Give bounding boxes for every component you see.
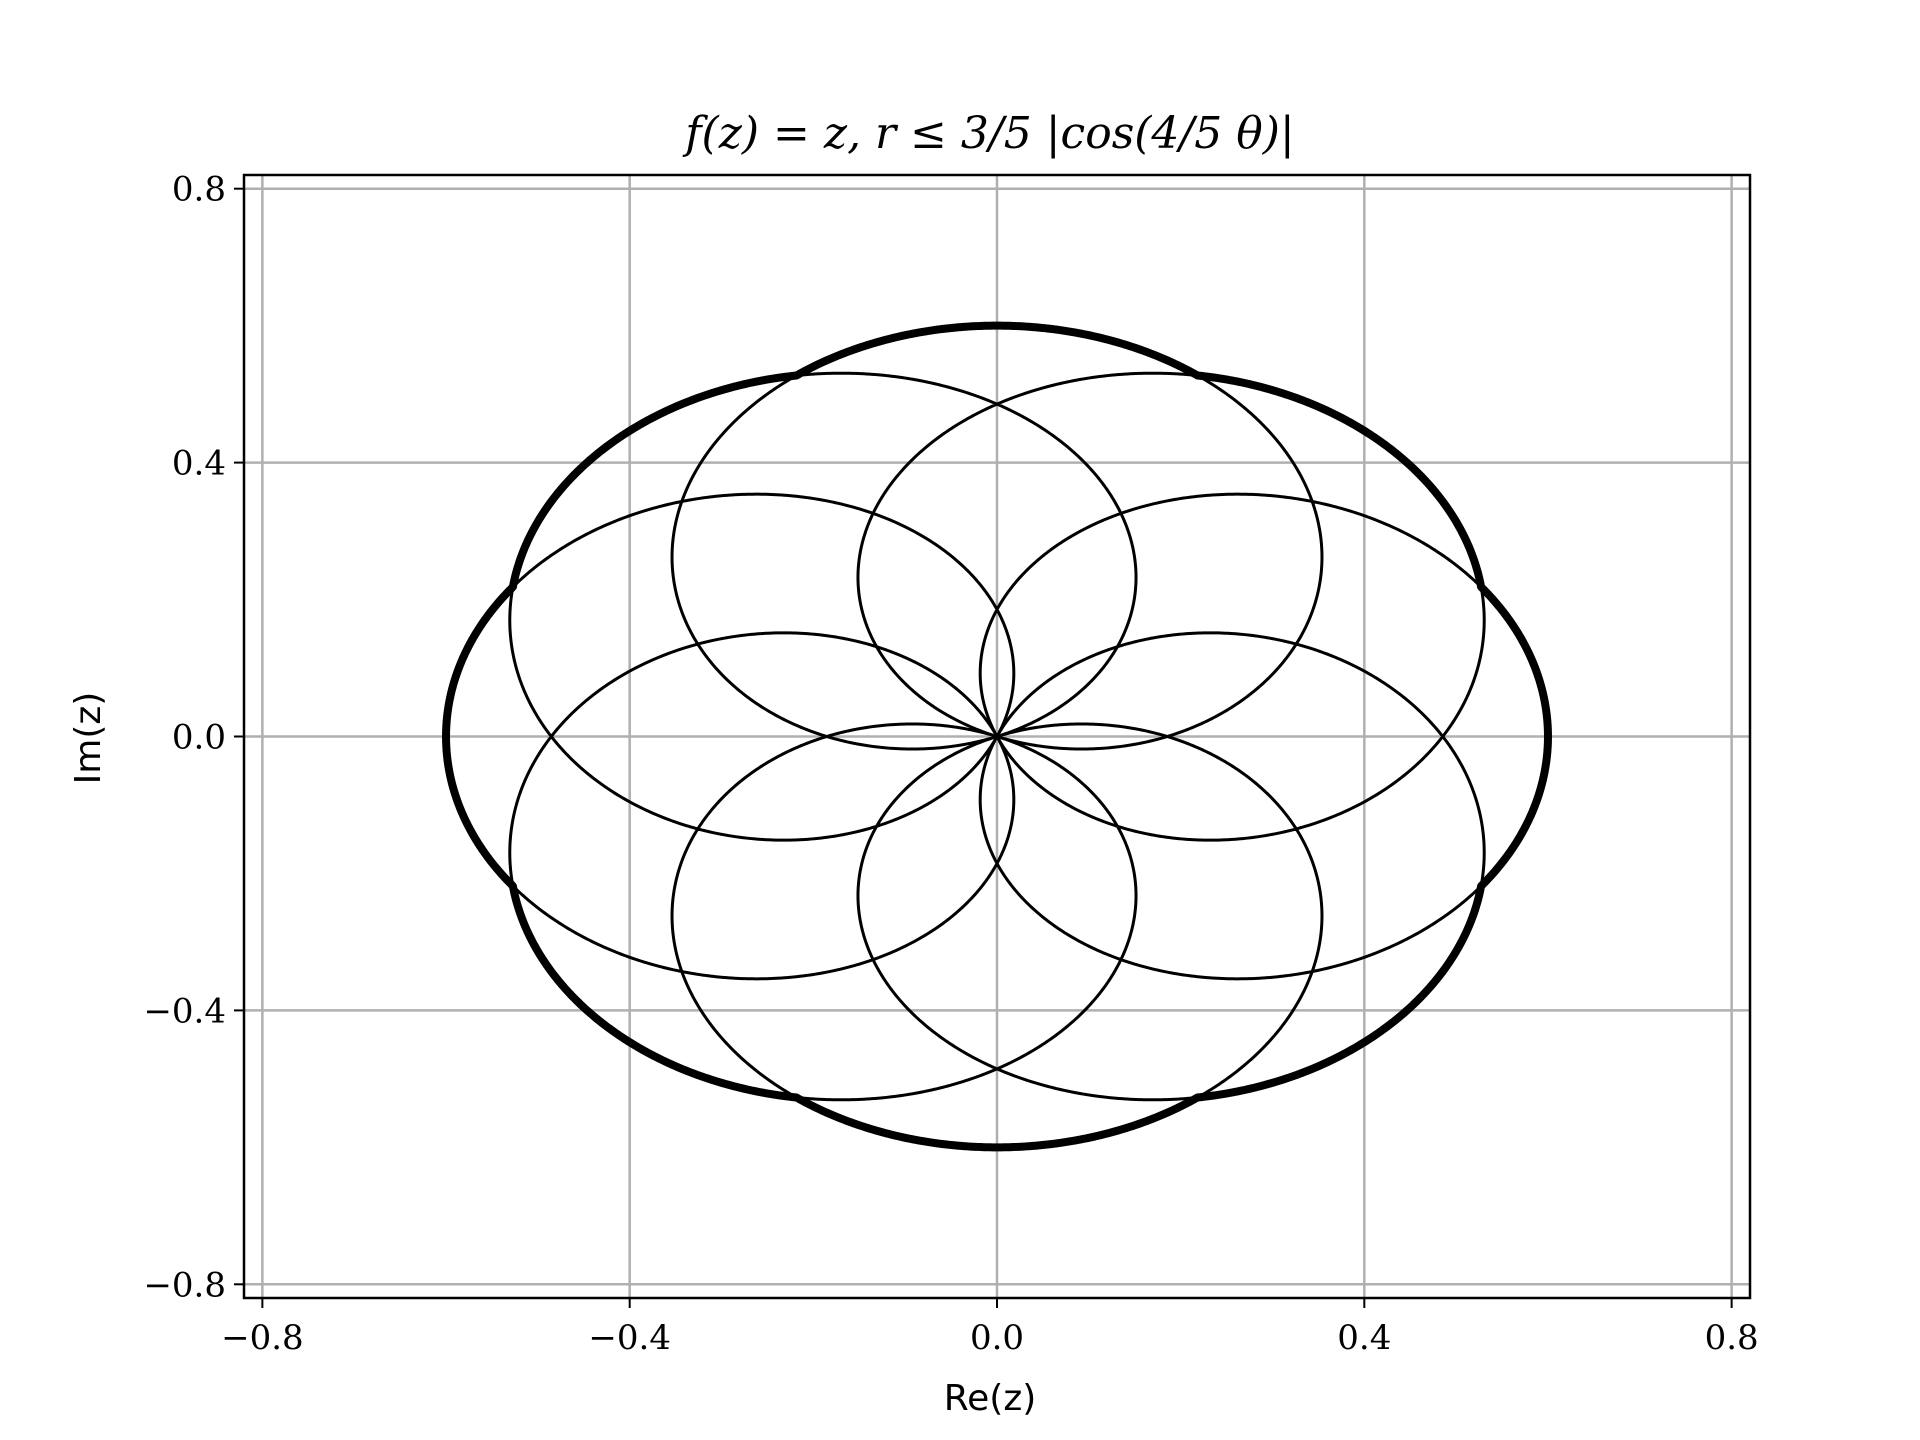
x-tick-label: 0.8 — [1705, 1318, 1759, 1358]
y-axis-label: Im(z) — [68, 692, 109, 785]
y-tick-label: 0.4 — [172, 444, 226, 484]
y-tick-label: 0.8 — [172, 170, 226, 210]
x-tick-label: −0.4 — [588, 1318, 671, 1358]
boundary-curve — [442, 321, 1552, 1152]
grid — [244, 175, 1750, 1298]
y-tick-label: −0.4 — [143, 991, 226, 1031]
plot-area — [442, 321, 1552, 1152]
chart-title: f(z) = z, r ≤ 3/5 |cos(4/5 θ)| — [682, 108, 1294, 159]
x-axis-label: Re(z) — [944, 1378, 1037, 1419]
y-tick-label: 0.0 — [172, 718, 226, 758]
y-axis: −0.8 −0.4 0.0 0.4 0.8 — [143, 170, 244, 1305]
x-axis: −0.8 −0.4 0.0 0.4 0.8 — [221, 1298, 1759, 1358]
x-tick-label: 0.4 — [1337, 1318, 1391, 1358]
x-tick-label: −0.8 — [221, 1318, 304, 1358]
y-tick-label: −0.8 — [143, 1265, 226, 1305]
x-tick-label: 0.0 — [970, 1318, 1024, 1358]
